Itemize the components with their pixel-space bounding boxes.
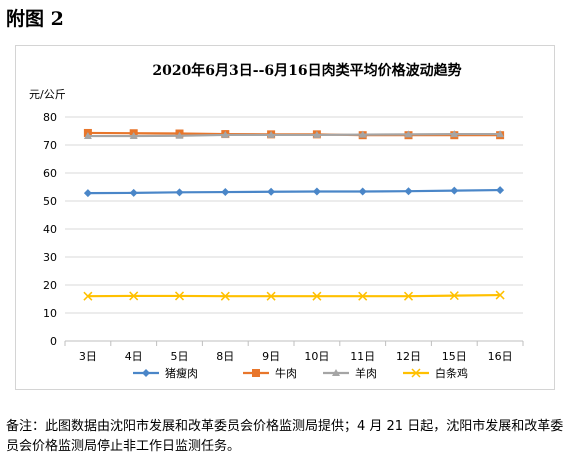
legend-item: 白条鸡: [403, 366, 468, 380]
series-2: [83, 130, 505, 140]
x-tick-label: 5日: [171, 350, 189, 363]
series-0: [83, 186, 505, 198]
data-point: [83, 132, 92, 140]
series-line: [87, 132, 501, 138]
data-point: [403, 291, 414, 301]
x-tick-label: 16日: [488, 350, 513, 363]
data-point: [358, 130, 367, 138]
legend-label: 白条鸡: [435, 366, 468, 380]
legend-item: 牛肉: [243, 366, 297, 380]
data-point: [175, 131, 184, 139]
data-point: [404, 130, 413, 138]
y-tick-label: 40: [43, 223, 57, 236]
legend-marker: [411, 368, 421, 378]
y-tick-label: 60: [43, 167, 57, 180]
data-point: [129, 291, 139, 301]
data-point: [266, 291, 276, 301]
legend-item: 羊肉: [323, 366, 377, 380]
y-tick-label: 0: [50, 335, 57, 348]
data-point: [358, 291, 368, 301]
series-line: [87, 293, 501, 298]
data-point: [358, 187, 367, 196]
legend-label: 羊肉: [355, 366, 377, 380]
data-point: [83, 189, 92, 198]
data-point: [267, 187, 276, 196]
x-tick-label: 11日: [350, 350, 375, 363]
data-point: [221, 130, 230, 138]
data-point: [450, 186, 459, 195]
y-tick-label: 30: [43, 251, 57, 264]
series-line: [87, 188, 501, 195]
data-point: [450, 130, 459, 138]
data-point: [221, 188, 230, 197]
data-point: [175, 188, 184, 197]
legend-label: 牛肉: [275, 366, 297, 380]
data-point: [267, 130, 276, 138]
data-point: [220, 291, 230, 301]
line-chart: 2020年6月3日--6月16日肉类平均价格波动趋势 元/公斤 0 10 20 30 4…: [29, 62, 524, 380]
legend-marker: [332, 369, 340, 376]
y-tick-label: 70: [43, 139, 57, 152]
legend-item: 猪瘦肉: [133, 366, 198, 380]
data-point: [312, 130, 321, 138]
y-tick-label: 50: [43, 195, 57, 208]
x-tick-label: 10日: [304, 350, 329, 363]
data-point: [312, 291, 322, 301]
data-point: [129, 132, 138, 140]
x-tick-label: 3日: [79, 350, 97, 363]
series-3: [83, 290, 505, 301]
footnote: 备注：此图数据由沈阳市发展和改革委员会价格监测局提供；4 月 21 日起，沈阳市…: [6, 419, 564, 454]
data-point: [174, 291, 185, 301]
legend-marker: [252, 369, 260, 377]
data-point: [496, 130, 505, 138]
y-axis-unit-label: 元/公斤: [29, 88, 66, 101]
data-point: [129, 188, 138, 197]
data-point: [449, 291, 459, 301]
x-tick-label: 4日: [125, 350, 143, 363]
y-tick-label: 80: [43, 111, 57, 124]
x-tick-label: 9日: [262, 350, 280, 363]
chart-frame: [15, 45, 555, 390]
y-tick-label: 10: [43, 307, 57, 320]
data-point: [495, 290, 505, 300]
chart-title: 2020年6月3日--6月16日肉类平均价格波动趋势: [152, 62, 461, 79]
y-tick-label: 20: [43, 279, 57, 292]
data-point: [404, 187, 413, 196]
figure-label: 附图 2: [6, 8, 64, 30]
data-point: [312, 187, 321, 196]
legend-label: 猪瘦肉: [165, 366, 198, 380]
data-point: [496, 186, 505, 195]
x-tick-label: 12日: [396, 350, 421, 363]
x-tick-label: 8日: [216, 350, 234, 363]
data-point: [83, 291, 93, 301]
legend-marker: [142, 369, 150, 377]
x-tick-label: 15日: [442, 350, 467, 363]
